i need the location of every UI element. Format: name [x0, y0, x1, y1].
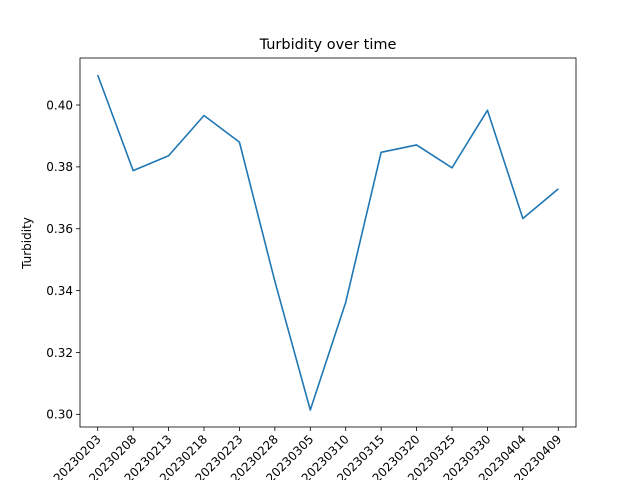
series-line [96, 74, 559, 411]
chart-title: Turbidity over time [259, 37, 397, 53]
y-tick-label: 0.34 [46, 284, 73, 298]
y-tick-label: 0.38 [46, 160, 73, 174]
y-tick-label: 0.32 [46, 346, 73, 360]
y-tick-label: 0.30 [46, 408, 73, 422]
y-axis-label: Turbidity [20, 217, 34, 270]
y-tick-label: 0.36 [46, 222, 73, 236]
axes-frame [79, 57, 577, 428]
y-tick-label: 0.40 [46, 98, 73, 112]
